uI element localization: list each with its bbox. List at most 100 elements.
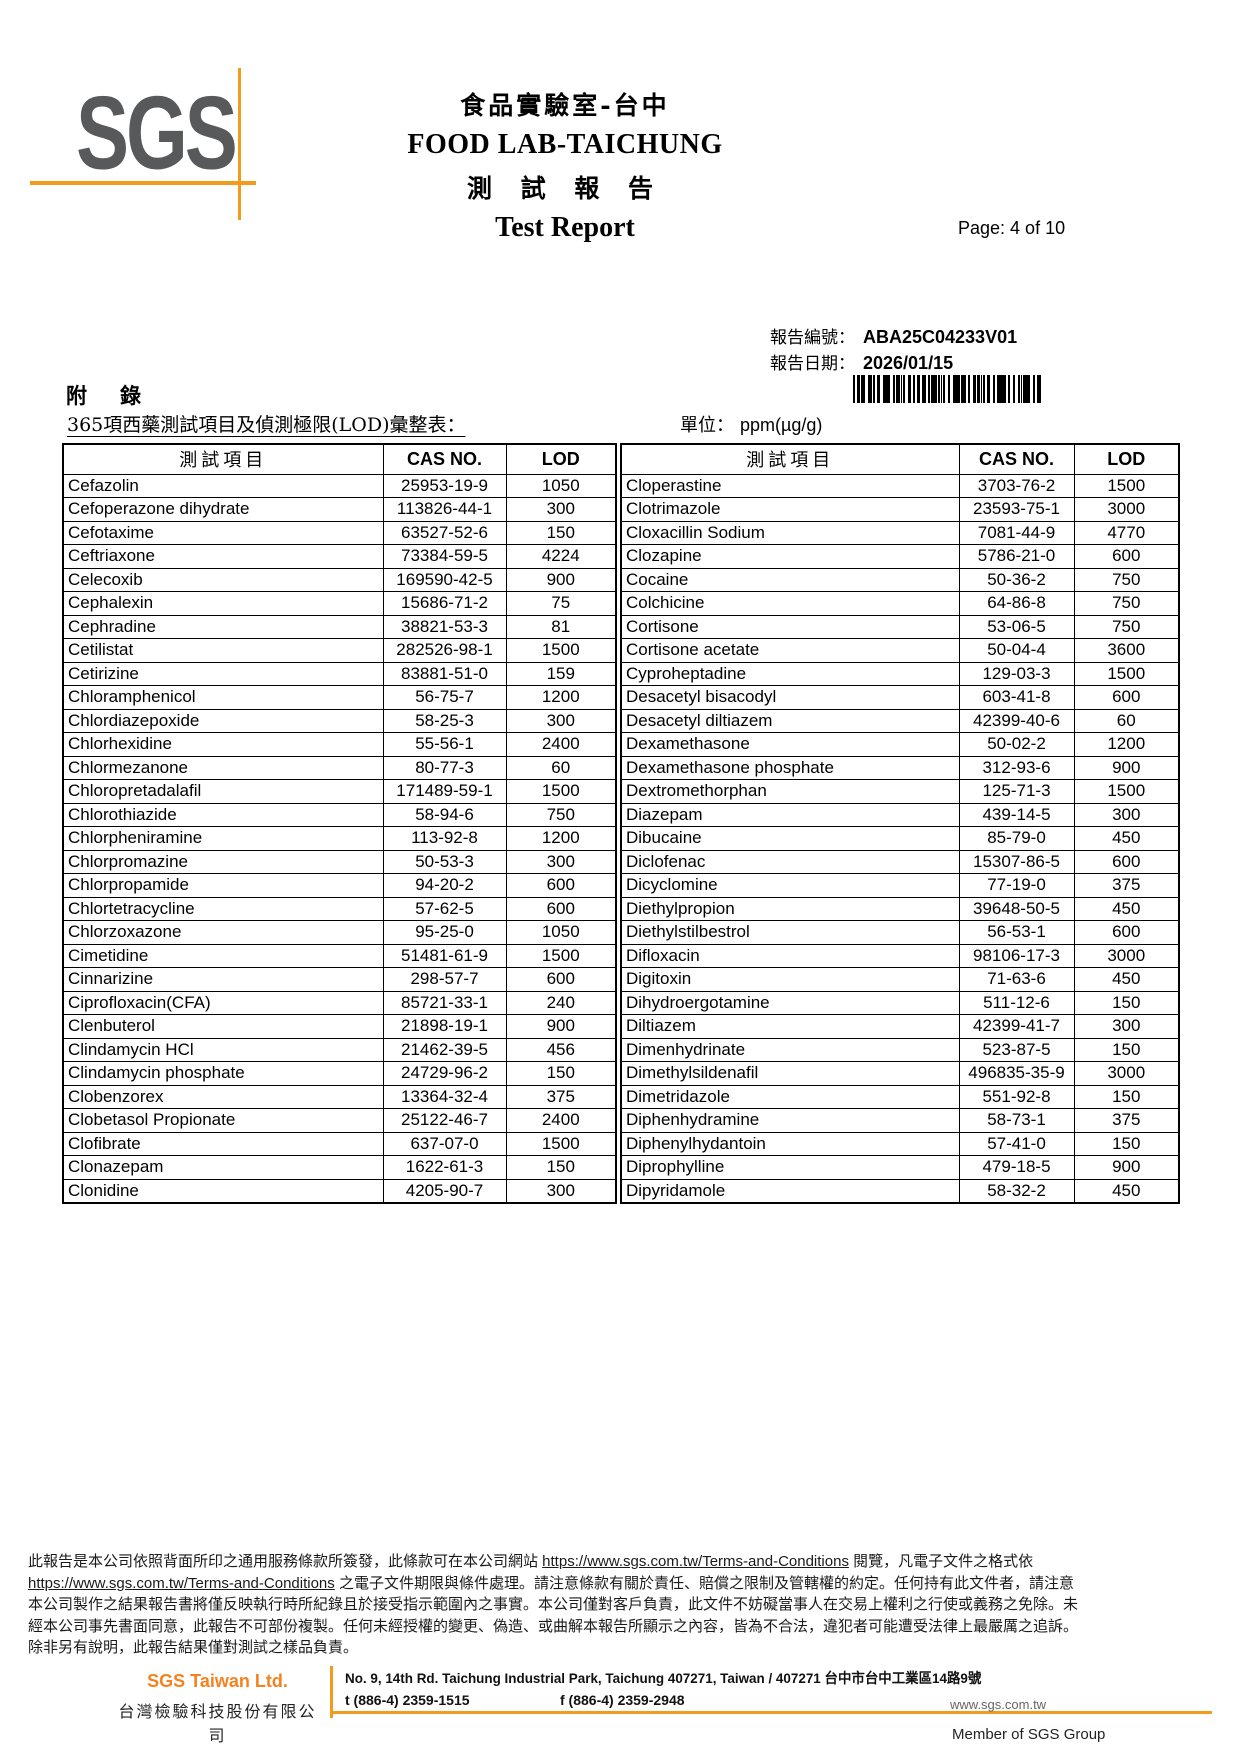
cas-no-cell: 57-62-5 (382, 896, 507, 921)
test-item-cell: Chlorpheniramine (62, 826, 384, 851)
test-item-cell: Diltiazem (620, 1014, 960, 1039)
table-row: Clotrimazole 23593-75-1 3000 (620, 497, 1180, 522)
table-row: Cortisone 53-06-5 750 (620, 614, 1180, 639)
cas-no-cell: 282526-98-1 (382, 638, 507, 663)
test-item-cell: Cetilistat (62, 638, 384, 663)
cas-no-cell: 57-41-0 (958, 1131, 1075, 1156)
terms-link[interactable]: https://www.sgs.com.tw/Terms-and-Conditi… (28, 1574, 335, 1592)
table-row: Desacetyl diltiazem 42399-40-6 60 (620, 708, 1180, 733)
test-item-cell: Cortisone (620, 614, 960, 639)
cas-no-cell: 21898-19-1 (382, 1014, 507, 1039)
cas-no-cell: 50-04-4 (958, 638, 1075, 663)
test-item-cell: Celecoxib (62, 567, 384, 592)
test-item-cell: Dimenhydrinate (620, 1037, 960, 1062)
footer-telephone: t (886-4) 2359-1515 (345, 1692, 470, 1708)
table-row: Clindamycin HCl 21462-39-5 456 (62, 1037, 617, 1062)
cas-no-cell: 21462-39-5 (382, 1037, 507, 1062)
lod-cell: 300 (505, 708, 617, 733)
cas-no-cell: 169590-42-5 (382, 567, 507, 592)
footer-company-name-en: SGS Taiwan Ltd. (147, 1671, 288, 1691)
table-row: Diltiazem 42399-41-7 300 (620, 1014, 1180, 1039)
lod-cell: 750 (1073, 614, 1180, 639)
table-row: Clobenzorex 13364-32-4 375 (62, 1084, 617, 1109)
table-row: Clenbuterol 21898-19-1 900 (62, 1014, 617, 1039)
lod-cell: 375 (505, 1084, 617, 1109)
test-item-cell: Clonidine (62, 1178, 384, 1203)
test-item-cell: Diprophylline (620, 1155, 960, 1180)
cas-no-cell: 15686-71-2 (382, 591, 507, 616)
lod-cell: 1200 (505, 685, 617, 710)
unit-label: 單位： (680, 415, 734, 436)
disclaimer-line: 除非另有說明，此報告結果僅對測試之樣品負責。 (28, 1639, 359, 1656)
table-row: Clonidine 4205-90-7 300 (62, 1178, 617, 1203)
footer-address: No. 9, 14th Rd. Taichung Industrial Park… (345, 1670, 982, 1686)
test-item-cell: Diethylpropion (620, 896, 960, 921)
cas-no-cell: 58-32-2 (958, 1178, 1075, 1203)
table-header-row: 測試項目 CAS NO. LOD (620, 443, 1180, 475)
cas-no-cell: 551-92-8 (958, 1084, 1075, 1109)
table-row: Dicyclomine 77-19-0 375 (620, 873, 1180, 898)
cas-no-cell: 13364-32-4 (382, 1084, 507, 1109)
table-row: Cyproheptadine 129-03-3 1500 (620, 661, 1180, 686)
footer-divider-vertical (330, 1666, 333, 1718)
lod-cell: 60 (505, 755, 617, 780)
cas-no-cell: 83881-51-0 (382, 661, 507, 686)
cas-no-cell: 95-25-0 (382, 920, 507, 945)
disclaimer-line: https://www.sgs.com.tw/Terms-and-Conditi… (28, 1573, 1216, 1595)
cas-no-cell: 171489-59-1 (382, 779, 507, 804)
test-item-cell: Digitoxin (620, 967, 960, 992)
lod-cell: 4224 (505, 544, 617, 569)
lod-cell: 300 (1073, 802, 1180, 827)
test-item-cell: Cortisone acetate (620, 638, 960, 663)
disclaimer-line: 經本公司事先書面同意，此報告不可部份複製。任何未經授權的變更、偽造、或曲解本報告… (28, 1617, 1079, 1635)
table-row: Cefotaxime 63527-52-6 150 (62, 520, 617, 545)
table-row: Clozapine 5786-21-0 600 (620, 544, 1180, 569)
lod-cell: 3600 (1073, 638, 1180, 663)
cas-no-cell: 637-07-0 (382, 1131, 507, 1156)
table-row: Dextromethorphan 125-71-3 1500 (620, 779, 1180, 804)
cas-no-cell: 56-53-1 (958, 920, 1075, 945)
test-item-cell: Chlorpropamide (62, 873, 384, 898)
cas-no-cell: 496835-35-9 (958, 1061, 1075, 1086)
lod-cell: 1500 (505, 779, 617, 804)
table-row: Celecoxib 169590-42-5 900 (62, 567, 617, 592)
lod-cell: 450 (1073, 896, 1180, 921)
lod-cell: 1050 (505, 473, 617, 498)
table-row: Cefoperazone dihydrate 113826-44-1 300 (62, 497, 617, 522)
lod-cell: 150 (1073, 1131, 1180, 1156)
cas-no-cell: 125-71-3 (958, 779, 1075, 804)
report-number-row: 報告編號： ABA25C04233V01 (770, 323, 1017, 348)
table-row: Clindamycin phosphate 24729-96-2 150 (62, 1061, 617, 1086)
test-item-cell: Clobenzorex (62, 1084, 384, 1109)
table-row: Chlorzoxazone 95-25-0 1050 (62, 920, 617, 945)
test-item-cell: Dimetridazole (620, 1084, 960, 1109)
table-row: Dimetridazole 551-92-8 150 (620, 1084, 1180, 1109)
test-item-cell: Desacetyl diltiazem (620, 708, 960, 733)
lod-cell: 159 (505, 661, 617, 686)
lod-cell: 2400 (505, 1108, 617, 1133)
header-title-block: 食品實驗室-台中 FOOD LAB-TAICHUNG 測 試 報 告 Test … (165, 86, 965, 244)
cas-no-cell: 71-63-6 (958, 967, 1075, 992)
table-row: Cetirizine 83881-51-0 159 (62, 661, 617, 686)
lod-cell: 450 (1073, 826, 1180, 851)
table-row: Diphenhydramine 58-73-1 375 (620, 1108, 1180, 1133)
lod-cell: 150 (1073, 1084, 1180, 1109)
table-row: Cimetidine 51481-61-9 1500 (62, 943, 617, 968)
terms-link[interactable]: https://www.sgs.com.tw/Terms-and-Conditi… (542, 1553, 849, 1570)
lod-cell: 375 (1073, 873, 1180, 898)
disclaimer: 此報告是本公司依照背面所印之通用服務條款所簽發，此條款可在本公司網站 https… (28, 1551, 1216, 1659)
table-row: Chlorpromazine 50-53-3 300 (62, 849, 617, 874)
cas-no-cell: 312-93-6 (958, 755, 1075, 780)
lod-cell: 3000 (1073, 1061, 1180, 1086)
table-row: Cetilistat 282526-98-1 1500 (62, 638, 617, 663)
test-item-cell: Dexamethasone (620, 732, 960, 757)
cas-no-cell: 50-02-2 (958, 732, 1075, 757)
lod-cell: 456 (505, 1037, 617, 1062)
lod-cell: 300 (505, 497, 617, 522)
cas-no-cell: 58-73-1 (958, 1108, 1075, 1133)
disclaimer-text: 之電子文件期限與條件處理。請注意條款有關於責任、賠償之限制及管轄權的約定。任何持… (334, 1574, 1074, 1592)
cas-no-cell: 63527-52-6 (382, 520, 507, 545)
table-row: Cloxacillin Sodium 7081-44-9 4770 (620, 520, 1180, 545)
cas-no-cell: 55-56-1 (382, 732, 507, 757)
cas-no-cell: 58-94-6 (382, 802, 507, 827)
